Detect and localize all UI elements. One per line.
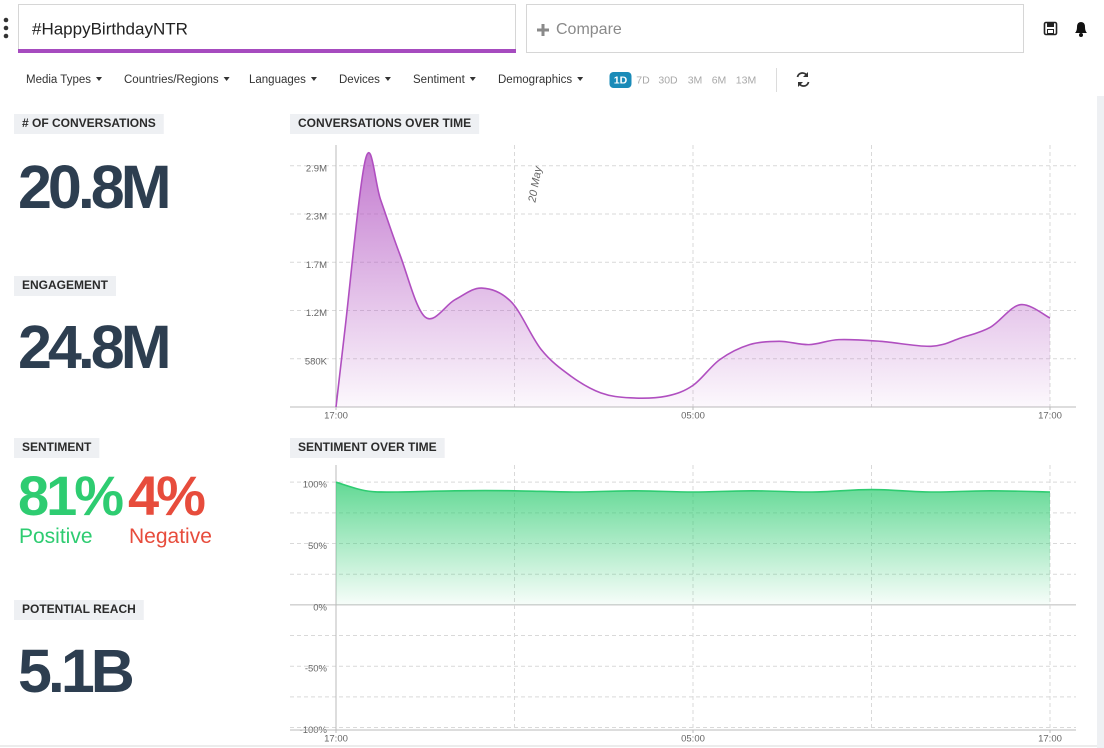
range-option[interactable]: 13M [736, 74, 756, 86]
selected-range [609, 72, 632, 88]
y-tick-label: -50% [305, 664, 328, 675]
area-fill [336, 152, 1050, 407]
x-tick-label: 17:00 [324, 734, 348, 745]
dropdown-caret [469, 77, 476, 81]
y-tick-label: 1.7M [306, 260, 327, 271]
label-pill [290, 438, 445, 458]
range-option[interactable]: 6M [712, 74, 727, 86]
filter-dropdown[interactable]: Media Types [26, 74, 91, 86]
x-tick-label: 17:00 [324, 411, 348, 422]
save-icon[interactable] [1043, 21, 1058, 36]
metric-value: 24.8M [18, 313, 168, 381]
x-tick-label: 17:00 [1038, 411, 1062, 422]
filter-dropdown[interactable]: Sentiment [413, 74, 466, 86]
filter-dropdown[interactable]: Devices [339, 74, 380, 86]
metric-label: # OF CONVERSATIONS [22, 116, 156, 130]
positive-value: 81% [18, 464, 123, 527]
range-selector: 1D 7D 30D 3M 6M 13M [609, 72, 756, 88]
x-tick-label: 05:00 [681, 411, 705, 422]
filter-bar: Media Types Countries/Regions Languages Dev… [26, 74, 584, 86]
dropdown-caret [310, 77, 317, 81]
y-tick-label: -100% [300, 725, 328, 736]
metric-label: SENTIMENT [22, 440, 92, 454]
x-tick-label: 05:00 [681, 734, 705, 745]
range-option[interactable]: 30D [658, 74, 678, 86]
metric-value: 20.8M [18, 153, 168, 221]
menu-icon[interactable] [3, 17, 9, 39]
range-option[interactable]: 1D [614, 74, 628, 86]
y-tick-label: 2.3M [306, 212, 327, 223]
bell-icon[interactable] [1075, 22, 1087, 37]
dropdown-caret [577, 77, 584, 81]
charts: CONVERSATIONS OVER TIME 580K 1.2M 1.7M 2.3M 2… [290, 114, 1076, 745]
chart-title: CONVERSATIONS OVER TIME [298, 116, 471, 130]
chart-title: SENTIMENT OVER TIME [298, 440, 437, 454]
y-tick-label: 50% [308, 541, 328, 552]
scroll-gutter [1097, 96, 1104, 748]
range-option[interactable]: 7D [636, 74, 650, 86]
plus-icon [537, 24, 549, 36]
positive-label: Positive [19, 525, 93, 548]
chart: CONVERSATIONS OVER TIME 580K 1.2M 1.7M 2.3M 2… [290, 114, 1076, 422]
filter-dropdown[interactable]: Demographics [498, 74, 572, 86]
y-tick-label: 100% [303, 480, 328, 491]
dropdown-caret [384, 77, 391, 81]
y-tick-label: 2.9M [306, 163, 327, 174]
dropdown-caret [223, 77, 230, 81]
label-pill [14, 114, 164, 134]
filter-dropdown[interactable]: Countries/Regions [124, 74, 219, 86]
dropdown-caret [96, 77, 102, 81]
filter-dropdown[interactable]: Languages [249, 74, 306, 86]
x-tick-label: 17:00 [1038, 734, 1062, 745]
negative-value: 4% [128, 464, 205, 527]
search-query[interactable]: #HappyBirthdayNTR [32, 19, 188, 38]
compare-text[interactable]: Compare [556, 21, 622, 38]
series-line [335, 481, 1051, 493]
range-option[interactable]: 3M [688, 74, 703, 86]
metric-label: POTENTIAL REACH [22, 602, 136, 616]
area-fill [336, 482, 1050, 605]
series-line [335, 151, 1051, 408]
y-tick-label: 0% [313, 602, 327, 613]
negative-label: Negative [129, 525, 212, 548]
refresh-icon[interactable] [796, 72, 810, 87]
chart: SENTIMENT OVER TIME100%50%0%-50%-100%17:… [290, 438, 1076, 745]
label-pill [14, 438, 100, 458]
search-box[interactable]: #HappyBirthdayNTR [18, 4, 516, 54]
y-tick-label: 580K [305, 356, 328, 367]
label-pill [14, 600, 144, 620]
y-tick-label: 1.2M [306, 308, 327, 319]
label-pill [14, 276, 117, 296]
label-pill [290, 114, 480, 134]
metric-label: ENGAGEMENT [22, 278, 109, 292]
metric-value: 5.1B [18, 637, 133, 705]
compare-box[interactable]: Compare [526, 4, 1024, 53]
